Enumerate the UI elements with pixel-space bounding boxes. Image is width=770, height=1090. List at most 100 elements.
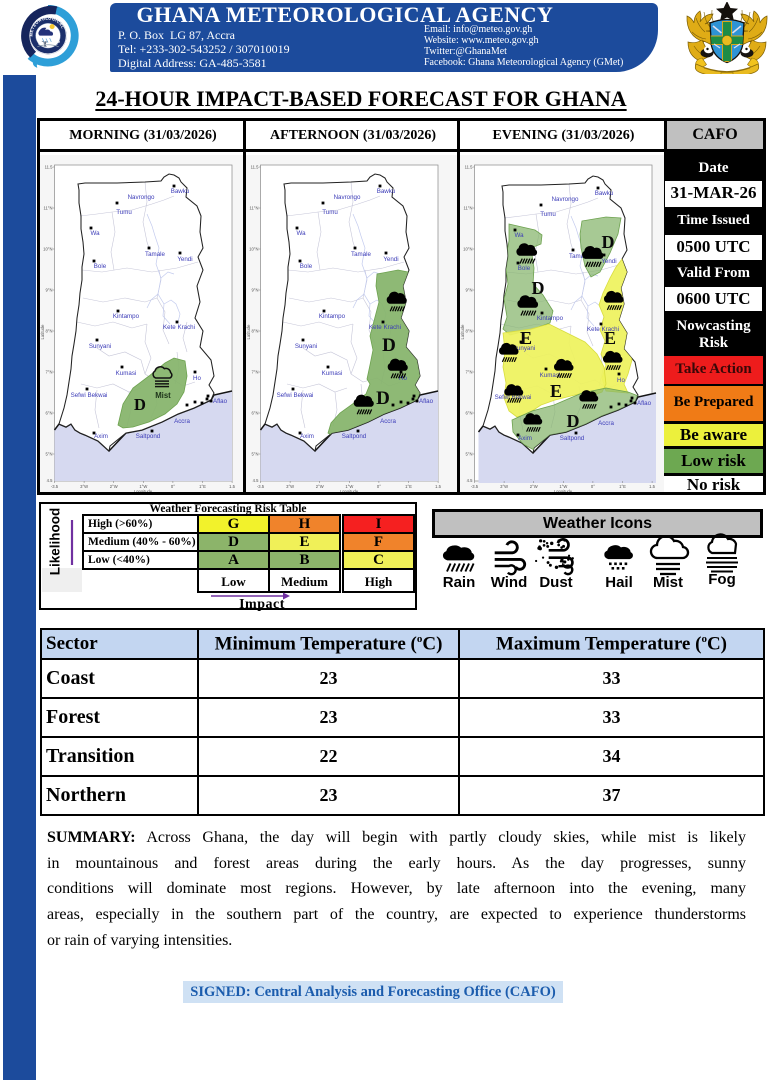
- svg-text:0°: 0°: [171, 484, 175, 489]
- svg-text:D: D: [134, 395, 146, 414]
- svg-text:8°N: 8°N: [465, 329, 472, 334]
- svg-text:Kumasi: Kumasi: [540, 372, 561, 379]
- svg-text:D: D: [602, 232, 615, 252]
- svg-text:Ho: Ho: [193, 375, 201, 382]
- svg-text:Latitude: Latitude: [40, 324, 45, 340]
- svg-text:Kintampo: Kintampo: [537, 315, 564, 322]
- svg-text:7°N: 7°N: [45, 370, 52, 375]
- svg-text:1°E: 1°E: [405, 484, 412, 489]
- svg-text:Saltpond: Saltpond: [136, 433, 161, 440]
- svg-text:D: D: [376, 388, 390, 409]
- svg-text:Aflao: Aflao: [213, 398, 228, 405]
- svg-text:Saltpond: Saltpond: [342, 433, 367, 440]
- svg-text:11.5: 11.5: [251, 165, 260, 170]
- svg-text:Axim: Axim: [518, 435, 532, 442]
- svg-text:3°W: 3°W: [80, 484, 88, 489]
- svg-text:Tamale: Tamale: [145, 251, 166, 258]
- svg-text:Bawku: Bawku: [171, 188, 190, 195]
- svg-text:Tamale: Tamale: [351, 251, 372, 258]
- svg-text:11.5: 11.5: [45, 165, 54, 170]
- svg-text:Navrongo: Navrongo: [552, 196, 579, 203]
- svg-text:9°N: 9°N: [465, 288, 472, 293]
- svg-text:Mist: Mist: [155, 391, 171, 400]
- svg-text:5°N: 5°N: [45, 452, 52, 457]
- svg-text:6°N: 6°N: [465, 411, 472, 416]
- svg-text:3°W: 3°W: [500, 484, 508, 489]
- svg-text:Sunyani: Sunyani: [89, 343, 111, 350]
- svg-text:Kete Krachi: Kete Krachi: [163, 324, 195, 331]
- svg-text:1.5: 1.5: [435, 484, 441, 489]
- svg-text:1°W: 1°W: [139, 484, 147, 489]
- svg-text:Accra: Accra: [380, 418, 396, 425]
- svg-text:Longitude: Longitude: [134, 489, 153, 492]
- svg-text:Saltpond: Saltpond: [560, 435, 585, 442]
- svg-text:Sefwi Bekwai: Sefwi Bekwai: [495, 394, 532, 401]
- svg-text:Accra: Accra: [598, 420, 614, 427]
- svg-text:Aflao: Aflao: [419, 398, 434, 405]
- svg-text:-3.5: -3.5: [257, 484, 265, 489]
- svg-text:Longitude: Longitude: [340, 489, 359, 492]
- svg-text:10°N: 10°N: [43, 247, 52, 252]
- svg-text:Latitude: Latitude: [246, 324, 251, 340]
- svg-text:Longitude: Longitude: [554, 489, 573, 492]
- svg-text:11°N: 11°N: [463, 206, 472, 211]
- svg-text:E: E: [520, 328, 532, 348]
- svg-text:Bole: Bole: [300, 263, 313, 270]
- svg-text:Bawku: Bawku: [377, 188, 396, 195]
- svg-text:1°W: 1°W: [345, 484, 353, 489]
- svg-text:8°N: 8°N: [45, 329, 52, 334]
- svg-text:Ho: Ho: [617, 377, 625, 384]
- svg-text:10°N: 10°N: [463, 247, 472, 252]
- svg-text:Kumasi: Kumasi: [322, 370, 343, 377]
- svg-text:Bole: Bole: [94, 263, 107, 270]
- svg-text:Bole: Bole: [518, 265, 531, 272]
- svg-text:9°N: 9°N: [251, 288, 258, 293]
- svg-text:6°N: 6°N: [251, 411, 258, 416]
- svg-text:Axim: Axim: [300, 433, 314, 440]
- svg-text:Tumu: Tumu: [116, 209, 132, 216]
- svg-text:Wa: Wa: [296, 230, 306, 237]
- svg-text:Kintampo: Kintampo: [319, 313, 346, 320]
- svg-text:7°N: 7°N: [251, 370, 258, 375]
- svg-text:Aflao: Aflao: [637, 400, 652, 407]
- svg-text:10°N: 10°N: [249, 247, 258, 252]
- svg-text:5°N: 5°N: [465, 452, 472, 457]
- svg-text:Sunyani: Sunyani: [295, 343, 317, 350]
- svg-text:11°N: 11°N: [43, 206, 52, 211]
- svg-text:1°E: 1°E: [199, 484, 206, 489]
- svg-text:1.5: 1.5: [229, 484, 235, 489]
- svg-text:3°W: 3°W: [286, 484, 294, 489]
- svg-text:Axim: Axim: [94, 433, 108, 440]
- svg-text:1.5: 1.5: [649, 484, 655, 489]
- svg-text:Latitude: Latitude: [460, 324, 465, 340]
- svg-text:Sefwi Bekwai: Sefwi Bekwai: [277, 392, 314, 399]
- svg-text:Wa: Wa: [90, 230, 100, 237]
- svg-text:6°N: 6°N: [45, 411, 52, 416]
- svg-text:4.5: 4.5: [253, 478, 259, 483]
- svg-text:4.5: 4.5: [47, 478, 53, 483]
- svg-text:Tumu: Tumu: [540, 211, 556, 218]
- svg-text:0°: 0°: [377, 484, 381, 489]
- svg-text:D: D: [532, 278, 545, 298]
- svg-text:E: E: [604, 328, 616, 348]
- svg-text:Tamale: Tamale: [569, 253, 590, 260]
- svg-text:E: E: [550, 381, 562, 401]
- svg-text:Kete Krachi: Kete Krachi: [587, 326, 619, 333]
- svg-text:D: D: [567, 411, 580, 431]
- svg-text:7°N: 7°N: [465, 370, 472, 375]
- svg-text:2°W: 2°W: [316, 484, 324, 489]
- svg-text:Navrongo: Navrongo: [334, 194, 361, 201]
- svg-text:11.5: 11.5: [465, 165, 474, 170]
- svg-text:11°N: 11°N: [249, 206, 258, 211]
- svg-text:2°W: 2°W: [530, 484, 538, 489]
- svg-text:Tumu: Tumu: [322, 209, 338, 216]
- svg-text:D: D: [382, 335, 396, 356]
- svg-text:4.5: 4.5: [467, 478, 473, 483]
- svg-text:Yendi: Yendi: [177, 256, 192, 263]
- svg-text:Sefwi Bekwai: Sefwi Bekwai: [71, 392, 108, 399]
- svg-text:-3.5: -3.5: [471, 484, 479, 489]
- svg-text:Kete Krachi: Kete Krachi: [369, 324, 401, 331]
- svg-text:0°: 0°: [591, 484, 595, 489]
- svg-text:Wa: Wa: [514, 232, 524, 239]
- svg-text:Navrongo: Navrongo: [128, 194, 155, 201]
